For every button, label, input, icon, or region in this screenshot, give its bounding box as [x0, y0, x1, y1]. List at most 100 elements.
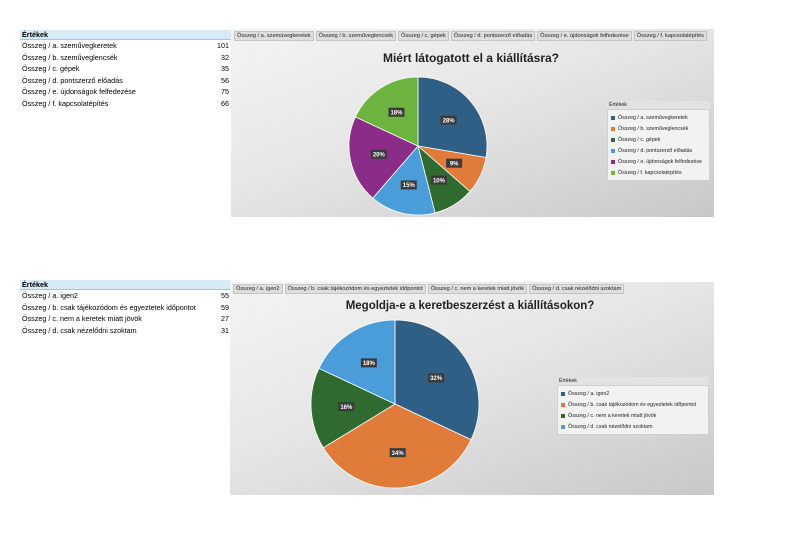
field-button[interactable]: Összeg / f. kapcsolatépítés	[633, 31, 707, 41]
chart-title[interactable]: Megoldja-e a keretbeszerzést a kiállítás…	[345, 300, 595, 312]
legend-item: Összeg / a. igen2	[561, 388, 705, 399]
legend-item: Összeg / e. újdonságok felfedezése	[611, 156, 706, 167]
row-value: 32	[221, 52, 229, 62]
data-label-box	[446, 158, 463, 168]
pie-chart-2[interactable]: Összeg / a. igen2 Összeg / b. csak tájék…	[230, 282, 714, 495]
table-row[interactable]: Összeg / a. igen2 55	[20, 290, 231, 302]
pie-data-label[interactable]: 10%	[430, 175, 447, 185]
row-label: Összeg / c. nem a keretek miatt jövök	[22, 314, 142, 324]
field-button[interactable]: Összeg / d. csak nézelődni szoktam	[529, 284, 625, 294]
data-label-text: 10%	[433, 178, 446, 184]
table-row[interactable]: Összeg / b. szeműveglencsék 32	[20, 52, 231, 64]
data-label-text: 18%	[363, 361, 376, 367]
pie-plot[interactable]: 32% 34% 16% 18%	[230, 282, 714, 495]
legend-label: Összeg / f. kapcsolatépítés	[618, 169, 682, 176]
table-row[interactable]: Összeg / d. csak nézelődni szoktam 31	[20, 325, 231, 337]
chart-legend[interactable]: Értékek Összeg / a. igen2 Összeg / b. cs…	[557, 377, 709, 435]
pie-chart-1[interactable]: Összeg / a. szemüvegkeretek Összeg / b. …	[231, 29, 714, 217]
data-label-text: 18%	[390, 110, 403, 116]
pie-data-label[interactable]: 18%	[388, 107, 405, 117]
row-label: Összeg / b. szeműveglencsék	[22, 52, 118, 62]
row-value: 101	[217, 41, 229, 50]
field-button-bar: Összeg / a. igen2 Összeg / b. csak tájék…	[233, 284, 625, 294]
data-label-box	[389, 448, 406, 458]
row-value: 55	[221, 291, 229, 300]
table-row[interactable]: Összeg / d. pontszerző előadás 56	[20, 75, 231, 87]
data-label-text: 20%	[373, 153, 386, 159]
pie-plot[interactable]: 28% 9% 10% 15% 20% 18%	[231, 29, 714, 217]
field-button[interactable]: Összeg / a. igen2	[233, 284, 283, 294]
pivot-table-2: Értékek Összeg / a. igen2 55 Összeg / b. …	[20, 280, 231, 336]
pie-slice[interactable]	[318, 319, 396, 405]
data-label-text: 16%	[340, 405, 353, 411]
legend-label: Összeg / c. nem a keretek miatt jövök	[568, 412, 657, 419]
legend-item: Összeg / a. szeművegkeretek	[611, 112, 706, 123]
row-value: 27	[221, 314, 229, 324]
data-label-box	[428, 373, 445, 383]
legend-swatch	[611, 159, 615, 164]
pie-slice[interactable]	[354, 76, 419, 147]
data-label-box	[430, 175, 447, 185]
table-row[interactable]: Összeg / c. nem a keretek miatt jövök 27	[20, 313, 231, 325]
data-label-text: 28%	[443, 118, 456, 124]
field-button[interactable]: Összeg / a. szemüvegkeretek	[234, 31, 314, 41]
data-label-text: 32%	[430, 376, 443, 382]
pie-data-label[interactable]: 28%	[440, 115, 457, 125]
pie-data-label[interactable]: 9%	[446, 158, 463, 168]
legend-item: Összeg / b. szeműveglencsék	[611, 123, 706, 134]
row-label: Összeg / a. szeművegkeretek	[22, 41, 117, 50]
field-button[interactable]: Összeg / e. újdonságok felfedezése	[537, 31, 632, 41]
row-value: 59	[221, 302, 229, 312]
legend-item: Összeg / d. csak nézelődni szoktam	[561, 421, 705, 432]
field-button[interactable]: Összeg / b. szeműveglencsék	[315, 31, 396, 41]
pie-data-label[interactable]: 20%	[370, 149, 387, 159]
chart-title[interactable]: Miért látogatott el a kiállításra?	[382, 51, 560, 65]
field-button-bar: Összeg / a. szemüvegkeretek Összeg / b. …	[234, 31, 707, 41]
legend-swatch	[561, 424, 565, 429]
row-label: Összeg / d. pontszerző előadás	[22, 75, 123, 85]
data-label-box	[338, 402, 355, 412]
pie-data-label[interactable]: 16%	[338, 402, 355, 412]
legend-item: Összeg / c. gépek	[611, 134, 706, 145]
pie-data-label[interactable]: 18%	[360, 358, 377, 368]
pie-data-label[interactable]: 34%	[389, 448, 406, 458]
data-label-text: 9%	[450, 161, 459, 167]
field-button[interactable]: Összeg / c. nem a keretek miatt jövök	[427, 284, 528, 294]
legend-swatch	[561, 391, 565, 396]
data-label-box	[370, 149, 387, 159]
legend-swatch	[561, 402, 565, 407]
table-row[interactable]: Összeg / e. újdonságok felfedezése 75	[20, 86, 231, 98]
field-button[interactable]: Összeg / d. pontszerző előadás	[450, 31, 536, 41]
chart-legend[interactable]: Értékek Összeg / a. szeművegkeretek Össz…	[607, 101, 710, 181]
legend-header: Értékek	[557, 377, 709, 385]
row-value: 35	[221, 64, 229, 74]
legend-swatch	[611, 148, 615, 153]
field-button[interactable]: Összeg / c. gépek	[398, 31, 449, 41]
pivot-table-1: Értékek Összeg / a. szeművegkeretek 101 Ö…	[20, 30, 231, 110]
data-label-box	[400, 180, 417, 190]
legend-item: Összeg / f. kapcsolatépítés	[611, 167, 706, 178]
legend-label: Összeg / c. gépek	[618, 136, 661, 143]
legend-label: Összeg / b. szeműveglencsék	[618, 125, 689, 132]
pie-data-label[interactable]: 15%	[400, 180, 417, 190]
legend-item: Összeg / b. csak tájékozódom és egyeztet…	[561, 399, 705, 410]
row-value: 31	[221, 325, 229, 335]
legend-header: Értékek	[607, 101, 710, 109]
legend-label: Összeg / d. csak nézelődni szoktam	[568, 423, 653, 430]
data-label-text: 15%	[403, 183, 416, 189]
pie-data-label[interactable]: 32%	[428, 373, 445, 383]
pivot-table-header[interactable]: Értékek	[20, 30, 231, 40]
row-label: Összeg / b. csak tájékozódom és egyeztet…	[22, 302, 196, 312]
row-value: 66	[221, 98, 229, 108]
pie-slice[interactable]	[322, 403, 472, 489]
table-row[interactable]: Összeg / f. kapcsolatépítés 66	[20, 98, 231, 110]
table-row[interactable]: Összeg / c. gépek 35	[20, 63, 231, 75]
legend-swatch	[611, 137, 615, 142]
table-row[interactable]: Összeg / b. csak tájékozódom és egyeztet…	[20, 302, 231, 314]
row-label: Összeg / a. igen2	[22, 291, 78, 300]
field-button[interactable]: Összeg / b. csak tájékozódom és egyeztet…	[284, 284, 426, 294]
pivot-table-header[interactable]: Értékek	[20, 280, 231, 290]
legend-swatch	[611, 115, 615, 120]
data-label-box	[388, 107, 405, 117]
table-row[interactable]: Összeg / a. szeművegkeretek 101	[20, 40, 231, 52]
